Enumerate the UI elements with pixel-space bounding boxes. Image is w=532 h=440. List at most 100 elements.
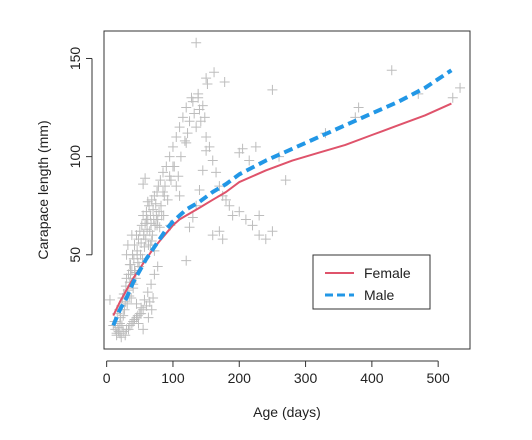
plot-frame (103, 30, 471, 350)
data-point (132, 257, 143, 268)
data-point (114, 318, 125, 329)
data-point (207, 155, 218, 166)
data-point (146, 304, 157, 315)
x-axis: 0 100 200 300 400 500 (103, 360, 450, 386)
data-point (267, 84, 278, 95)
data-point (131, 298, 142, 309)
data-point (140, 234, 151, 245)
data-point (140, 173, 151, 184)
data-point (199, 112, 210, 123)
data-point (171, 181, 182, 192)
data-point (181, 137, 192, 148)
data-point (136, 308, 147, 319)
data-point (165, 175, 176, 186)
data-point (191, 122, 202, 133)
data-point (146, 218, 157, 229)
data-point (118, 310, 129, 321)
data-point (149, 190, 160, 201)
legend: Female Male (312, 254, 431, 310)
data-point (201, 73, 212, 84)
data-point (164, 171, 175, 182)
data-point (167, 161, 178, 172)
data-point (219, 77, 230, 88)
data-point (152, 214, 163, 225)
data-point (214, 226, 225, 237)
data-point (152, 261, 163, 272)
data-point (125, 269, 136, 280)
data-point (116, 332, 127, 343)
data-point (260, 234, 271, 245)
data-point (126, 230, 137, 241)
data-point (158, 186, 169, 197)
data-point (120, 330, 131, 341)
data-point (171, 132, 182, 142)
data-point (143, 312, 154, 323)
data-point (158, 167, 169, 178)
data-point (237, 143, 248, 154)
y-tick-label: 50 (67, 247, 83, 263)
data-point (182, 128, 193, 139)
data-point (174, 122, 185, 133)
data-point (174, 190, 185, 201)
data-point (187, 96, 198, 107)
x-tick-label: 400 (360, 370, 384, 386)
data-point (104, 294, 115, 305)
data-point (214, 181, 225, 192)
data-point (124, 259, 135, 270)
data-point (244, 155, 255, 166)
data-point (150, 198, 161, 209)
data-point (353, 102, 364, 113)
data-point (247, 220, 258, 231)
data-point (154, 206, 165, 217)
data-point (181, 102, 192, 113)
x-axis-label: Age (days) (253, 404, 321, 420)
data-point (138, 230, 149, 241)
data-point (201, 145, 212, 156)
data-point (187, 212, 198, 223)
series-lines (111, 68, 453, 327)
data-point (197, 100, 208, 111)
legend-label-female: Female (364, 265, 411, 281)
data-point (197, 165, 208, 176)
data-point (160, 181, 170, 192)
data-point (234, 206, 245, 217)
data-point (141, 214, 152, 225)
y-tick-label: 150 (67, 47, 83, 71)
data-point (121, 249, 132, 260)
data-point (122, 239, 133, 250)
data-point (167, 141, 178, 152)
data-point (173, 171, 184, 182)
data-point (132, 249, 143, 260)
data-point (207, 230, 218, 241)
data-point (179, 135, 190, 146)
data-point (194, 185, 205, 195)
data-point (386, 65, 397, 76)
data-point (146, 279, 157, 290)
data-point (144, 200, 155, 211)
data-point (146, 194, 157, 205)
data-point (227, 210, 238, 221)
data-point (148, 204, 159, 215)
data-point (193, 92, 204, 103)
x-tick-label: 0 (103, 370, 111, 386)
data-point (158, 210, 169, 221)
data-point (224, 200, 235, 211)
data-point (177, 112, 188, 123)
data-point (201, 132, 212, 142)
scatter-points (104, 37, 466, 343)
data-point (217, 234, 228, 245)
y-tick-label: 100 (67, 145, 83, 169)
data-point (144, 226, 155, 237)
data-point (156, 200, 167, 211)
data-point (191, 37, 202, 48)
data-point (175, 151, 186, 162)
data-point (123, 324, 134, 335)
data-point (280, 175, 291, 186)
data-point (155, 175, 166, 186)
data-point (142, 196, 153, 207)
data-point (195, 116, 206, 127)
data-point (267, 226, 278, 237)
data-point (134, 226, 145, 237)
data-point (146, 236, 157, 247)
